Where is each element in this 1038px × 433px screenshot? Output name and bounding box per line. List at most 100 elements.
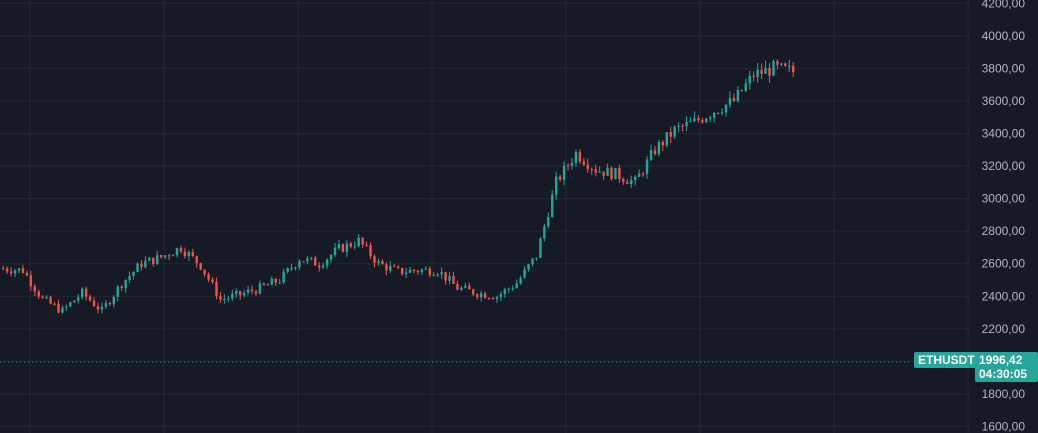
candle-body [558, 176, 562, 180]
candle-body [160, 255, 163, 258]
candle-body [242, 292, 246, 296]
candle-body [614, 168, 617, 180]
candle-body [483, 293, 487, 299]
y-tick-label: 4000,00 [982, 29, 1026, 43]
candle-body [523, 269, 526, 278]
candle-body [519, 277, 522, 284]
candle-body [116, 286, 119, 297]
grid [0, 0, 970, 433]
candle-body [104, 303, 108, 307]
candle-body [598, 171, 601, 173]
candle-body [693, 118, 696, 122]
candle-body [618, 168, 621, 180]
candle-body [440, 272, 443, 275]
candle-body [318, 265, 321, 268]
candle-body [69, 302, 72, 307]
candle-body [653, 150, 657, 154]
candle-body [294, 267, 297, 269]
candle-body [665, 132, 668, 146]
candle-body [239, 291, 242, 296]
candle-body [697, 118, 700, 121]
candle-body [464, 285, 467, 288]
candle-body [420, 269, 424, 273]
candle-body [2, 268, 5, 270]
candle-body [448, 276, 451, 281]
candle-body [487, 298, 491, 300]
candle-body [144, 260, 147, 268]
candle-body [29, 275, 33, 287]
candle-body [606, 167, 609, 176]
candle-body [120, 286, 123, 289]
candle-body [491, 298, 495, 300]
candle-body [49, 297, 52, 304]
candle-body [353, 246, 356, 248]
candle-body [578, 151, 582, 162]
candle-body [333, 247, 337, 255]
y-tick-label: 2800,00 [982, 224, 1026, 238]
candle-body [385, 264, 388, 271]
candle-body [369, 245, 372, 257]
y-tick-label: 3400,00 [982, 126, 1026, 140]
candle-body [657, 141, 661, 154]
candle-body [223, 298, 226, 300]
candle-body [286, 268, 289, 272]
candle-body [45, 297, 48, 299]
candle-body [705, 118, 708, 123]
candle-body [345, 243, 349, 252]
candle-body [397, 266, 400, 268]
y-tick-label: 1800,00 [982, 387, 1026, 401]
y-tick-label: 3800,00 [982, 61, 1026, 75]
candle-body [9, 271, 13, 274]
candle-body [479, 293, 483, 298]
candle-body [404, 272, 408, 275]
candle-body [740, 89, 744, 91]
candle-body [227, 298, 230, 300]
candle-body [760, 69, 763, 74]
candle-body [199, 263, 202, 270]
candle-body [290, 268, 293, 270]
candle-body [191, 252, 194, 256]
y-tick-label: 3200,00 [982, 159, 1026, 173]
candle-body [310, 257, 313, 259]
candle-body [436, 274, 439, 276]
candle-body [128, 275, 131, 280]
candle-body [381, 261, 384, 265]
candle-body [713, 112, 716, 118]
candle-body [677, 125, 680, 127]
candle-body [586, 164, 589, 170]
candle-body [555, 176, 558, 195]
y-tick-label: 2600,00 [982, 257, 1026, 271]
candle-body [673, 126, 676, 137]
candle-body [108, 303, 112, 305]
candle-body [701, 120, 704, 123]
candle-body [306, 258, 309, 262]
candle-body [531, 258, 534, 265]
candle-body [203, 269, 206, 275]
y-tick-label: 2200,00 [982, 322, 1026, 336]
candle-body [630, 179, 633, 185]
candle-body [661, 141, 665, 146]
candle-body [468, 285, 471, 290]
candle-body [412, 269, 416, 271]
candle-body [17, 268, 21, 271]
candle-body [792, 65, 795, 73]
candle-body [776, 61, 779, 65]
candle-body [167, 255, 171, 257]
candle-body [325, 259, 329, 266]
candle-body [250, 289, 254, 292]
candle-body [724, 104, 728, 113]
candle-countdown: 04:30:05 [979, 367, 1028, 381]
candle-body [13, 270, 17, 274]
symbol-badge: ETHUSDT [914, 352, 979, 368]
candle-body [365, 244, 368, 246]
candle-body [566, 165, 570, 167]
candle-body [645, 159, 649, 174]
candle-body [507, 288, 510, 290]
candle-body [349, 243, 352, 247]
candle-body [780, 63, 783, 65]
candle-body [337, 244, 341, 248]
candle-body [728, 98, 732, 105]
candle-body [511, 288, 514, 290]
